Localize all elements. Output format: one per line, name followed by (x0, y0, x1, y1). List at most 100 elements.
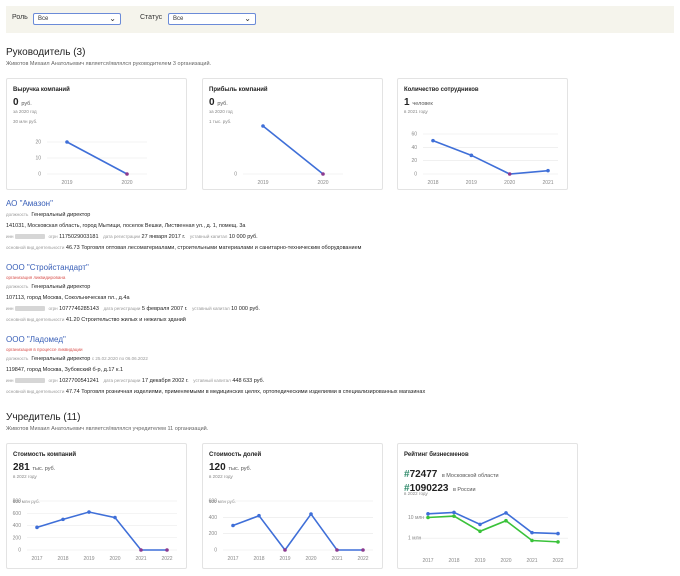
data-point (478, 529, 482, 534)
card-axis-caption: 600 млн руб. (209, 499, 236, 504)
y-tick-label: 10 млн (408, 515, 424, 521)
org-link[interactable]: ООО "Стройстандарт" (6, 263, 89, 272)
card-title: Количество сотрудников (404, 87, 479, 93)
series-line (427, 511, 559, 535)
series-line (262, 125, 324, 175)
y-tick-label: 0 (414, 172, 417, 178)
y-tick-label: 60 (411, 132, 417, 138)
data-point (139, 548, 143, 552)
shares-value-chart: 0 200 400 600 2017 2018 2019 2020 2021 2022 (209, 499, 373, 562)
y-tick-label: 10 (35, 156, 41, 162)
org-status-tag: организация ликвидирована (6, 275, 66, 280)
card-title: Прибыль компаний (209, 87, 268, 93)
data-point (361, 548, 365, 552)
status-select-value: Все (173, 16, 184, 22)
y-tick-label: 1 млн (408, 536, 422, 542)
founder-section-subtitle: Животов Михаил Анатольевич является/явля… (6, 426, 209, 432)
org-link[interactable]: ООО "Ладомед" (6, 335, 66, 344)
data-point (452, 514, 456, 518)
head-section-title: Руководитель (3) (6, 47, 86, 58)
card-title: Выручка компаний (13, 87, 70, 93)
x-tick-label: 2019 (257, 180, 268, 186)
founder-section-title: Учредитель (11) (6, 412, 81, 423)
data-point (283, 548, 287, 552)
y-tick-label: 40 (411, 145, 417, 151)
data-point (478, 522, 482, 527)
role-select-value: Все (38, 16, 49, 22)
card-year: за 2020 год (209, 109, 233, 114)
role-select[interactable]: Все ⌄ (33, 13, 121, 25)
org-ids-row: инн огрн 1027700541241 дата регистрации 1… (6, 378, 265, 384)
card-value: 0 руб. (13, 97, 32, 108)
x-tick-label: 2019 (279, 556, 290, 562)
card-year: в 2021 году (404, 109, 428, 114)
data-point (125, 172, 129, 176)
data-point (431, 138, 435, 143)
data-point (546, 168, 550, 173)
y-tick-label: 600 (209, 499, 218, 505)
shares-value-card: Стоимость долей 120 тыс. руб. в 2022 год… (202, 443, 383, 569)
x-tick-label: 2019 (474, 558, 485, 564)
y-tick-label: 400 (13, 523, 22, 529)
x-tick-label: 2018 (448, 558, 459, 564)
x-tick-label: 2017 (227, 556, 238, 562)
y-tick-label: 20 (35, 140, 41, 146)
y-tick-label: 200 (209, 531, 218, 537)
series-line (66, 141, 128, 175)
head-section-subtitle: Животов Михаил Анатольевич является/явля… (6, 61, 212, 67)
x-tick-label: 2017 (31, 556, 42, 562)
card-year: в 2022 году (13, 474, 37, 479)
data-point (426, 515, 430, 520)
employees-chart: 0 20 40 60 2018 2019 2020 2021 (411, 132, 558, 186)
org-ids-row: инн огрн 1175029003181 дата регистрации 2… (6, 234, 258, 240)
series-line (427, 515, 559, 543)
x-tick-label: 2020 (121, 180, 132, 186)
regional-rating: #72477 в Московской области (404, 469, 499, 480)
status-filter-label: Статус (140, 14, 163, 21)
card-axis-caption: 800 млн руб. (13, 499, 40, 504)
status-select[interactable]: Все ⌄ (168, 13, 256, 25)
data-point (87, 510, 91, 514)
y-tick-label: 20 (411, 158, 417, 164)
x-tick-label: 2019 (83, 556, 94, 562)
org-position-row: должность Генеральный директор с 25.02.2… (6, 356, 148, 362)
filter-bar: Роль Все ⌄ Статус Все ⌄ (6, 6, 674, 33)
card-title: Рейтинг бизнесменов (404, 452, 469, 458)
card-axis-caption: 30 млн руб. (13, 119, 38, 124)
y-tick-label: 200 (13, 535, 22, 541)
org-link[interactable]: АО "Амазон" (6, 199, 53, 208)
x-tick-label: 2018 (253, 556, 264, 562)
data-point (65, 140, 69, 144)
x-tick-label: 2020 (305, 556, 316, 562)
series-line (232, 512, 363, 552)
org-status-tag: организация в процессе ликвидации (6, 347, 83, 352)
x-tick-label: 2019 (466, 180, 477, 186)
org-ids-row: инн огрн 1077746285143 дата регистрации 5… (6, 306, 260, 312)
y-tick-label: 600 (13, 511, 22, 517)
series-line (36, 511, 167, 551)
org-address: 107113, город Москва, Сокольническая пл.… (6, 295, 130, 301)
y-tick-label: 800 (13, 499, 22, 505)
card-value: 281 тыс. руб. (13, 462, 56, 473)
data-point (35, 525, 39, 530)
org-okved-row: основной вид деятельности 46.73 Торговля… (6, 245, 362, 251)
blurred-inn (15, 378, 46, 384)
rating-card: Рейтинг бизнесменов #72477 в Московской … (397, 443, 578, 569)
y-tick-label: 0 (38, 172, 41, 178)
x-tick-label: 2020 (500, 558, 511, 564)
y-tick-label: 0 (214, 548, 217, 554)
x-tick-label: 2021 (542, 180, 553, 186)
data-point (530, 530, 534, 535)
data-point (261, 124, 265, 128)
y-tick-label: 0 (18, 548, 21, 554)
card-value: 1 человек (404, 97, 433, 108)
revenue-chart: 0 10 20 2019 2020 (35, 140, 147, 186)
data-point (257, 513, 261, 518)
employees-card: Количество сотрудников 1 человек в 2021 … (397, 78, 568, 190)
org-okved-row: основной вид деятельности 47.74 Торговля… (6, 389, 426, 395)
x-tick-label: 2021 (135, 556, 146, 562)
profit-chart: 0 2019 2020 (234, 124, 343, 186)
national-rating: #1090223 в России (404, 483, 476, 494)
card-year: за 2020 год (13, 109, 37, 114)
x-tick-label: 2021 (331, 556, 342, 562)
